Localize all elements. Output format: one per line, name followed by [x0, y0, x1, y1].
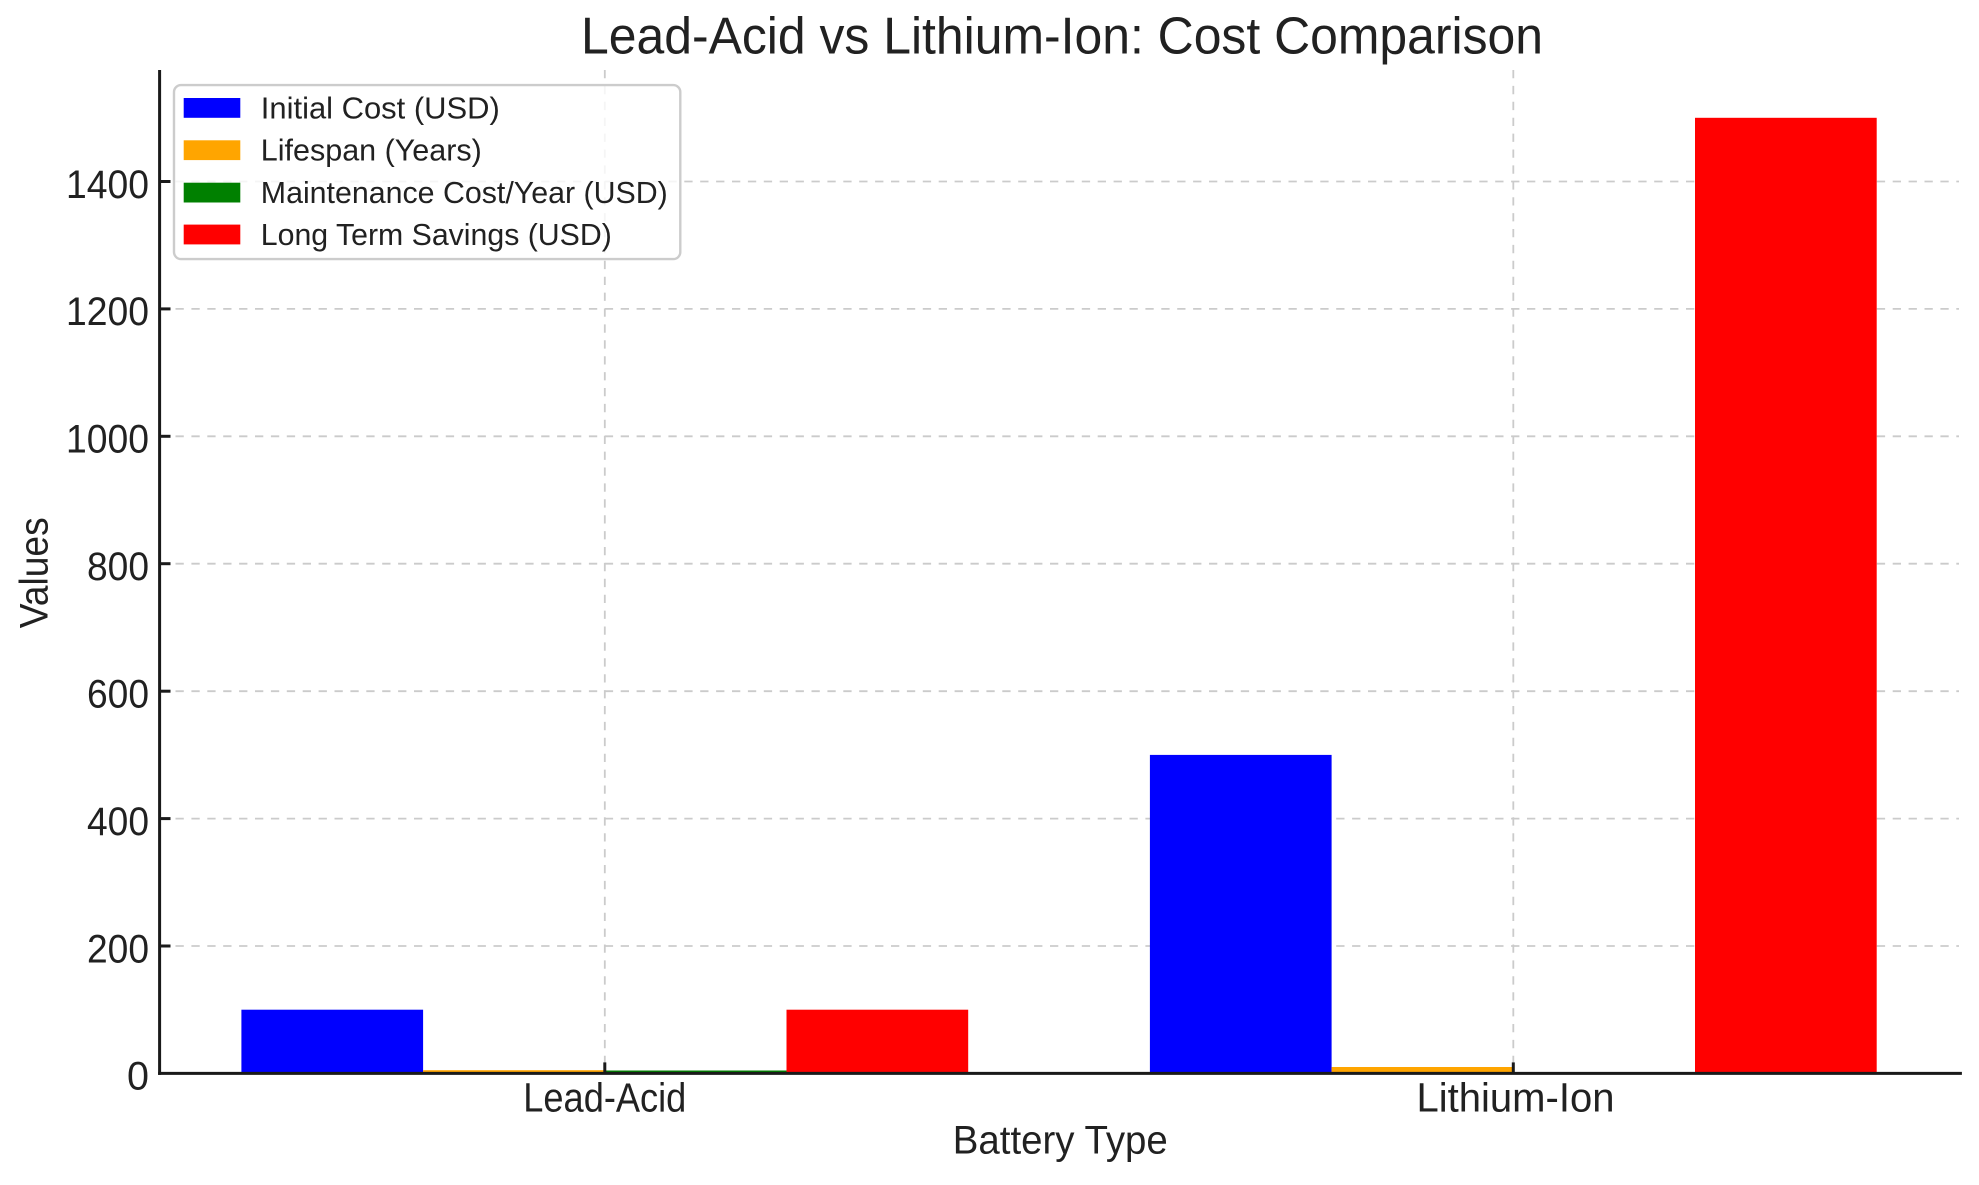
svg-text:Battery Type: Battery Type [953, 1119, 1168, 1163]
svg-text:Maintenance Cost/Year (USD): Maintenance Cost/Year (USD) [261, 176, 668, 210]
svg-text:1200: 1200 [66, 290, 149, 334]
svg-text:200: 200 [87, 927, 149, 971]
svg-text:800: 800 [87, 545, 149, 589]
svg-text:Long Term Savings (USD): Long Term Savings (USD) [261, 218, 612, 252]
svg-text:600: 600 [87, 673, 149, 717]
svg-text:Lifespan (Years): Lifespan (Years) [261, 134, 482, 168]
svg-text:Lead-Acid vs Lithium-Ion: Cost: Lead-Acid vs Lithium-Ion: Cost Compariso… [581, 7, 1543, 65]
svg-text:Values: Values [13, 517, 57, 628]
svg-text:Initial Cost (USD): Initial Cost (USD) [261, 91, 500, 125]
svg-text:Lead-Acid: Lead-Acid [523, 1075, 686, 1121]
svg-text:0: 0 [127, 1055, 149, 1099]
svg-text:Lithium-Ion: Lithium-Ion [1417, 1075, 1615, 1121]
svg-text:1000: 1000 [66, 418, 149, 462]
svg-text:400: 400 [87, 800, 149, 844]
svg-text:1400: 1400 [66, 163, 149, 207]
